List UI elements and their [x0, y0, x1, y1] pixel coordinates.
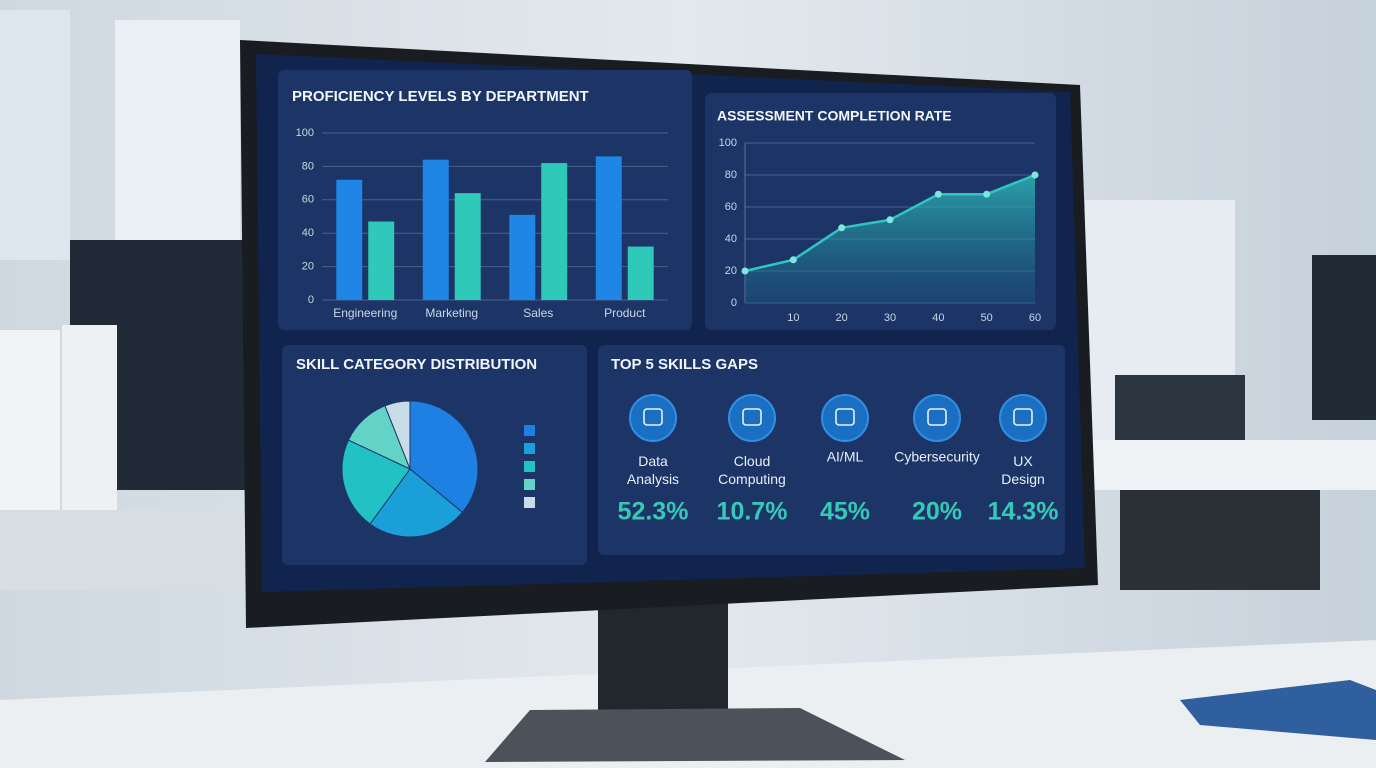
y-tick-label: 0: [731, 297, 737, 309]
skill-icon: [999, 394, 1047, 442]
point: [934, 190, 942, 198]
x-tick-label: 20: [836, 312, 848, 324]
skill-label: Data Analysis: [627, 453, 679, 487]
point: [789, 256, 797, 264]
bar: [336, 179, 363, 300]
skill-icon-glyph: [742, 408, 762, 426]
x-tick-label: Engineering: [333, 306, 397, 320]
legend-swatch: [524, 479, 535, 490]
point: [1031, 171, 1039, 179]
y-tick-label: 20: [302, 261, 314, 273]
skill-icon: [629, 394, 677, 442]
background-monitor: [1312, 255, 1376, 420]
bar: [541, 163, 568, 300]
panel-title: TOP 5 SKILLS GAPS: [611, 356, 758, 373]
y-tick-label: 60: [302, 194, 314, 206]
bar: [627, 246, 654, 300]
skill-icon-glyph: [643, 408, 663, 426]
monitor-base: [485, 708, 905, 762]
bar: [509, 214, 536, 300]
skills-gaps: Data Analysis 52.3% Cloud Computing 10.7% AI/M…: [618, 394, 1059, 526]
skill-label: Cybersecurity: [894, 449, 980, 465]
skill-value: 45%: [820, 498, 870, 526]
poster: [0, 10, 70, 260]
chart-title: SKILL CATEGORY DISTRIBUTION: [296, 356, 537, 373]
skill-label: Cloud Computing: [718, 453, 786, 487]
y-tick-label: 0: [308, 294, 314, 306]
y-tick-label: 80: [725, 169, 737, 181]
area: [745, 175, 1035, 303]
y-tick-label: 40: [302, 227, 314, 239]
chair: [1120, 490, 1320, 590]
skill-value: 14.3%: [988, 498, 1059, 526]
notebook: [1180, 680, 1376, 740]
chart-title: ASSESSMENT COMPLETION RATE: [717, 108, 952, 124]
point: [983, 190, 991, 198]
desk: [0, 510, 250, 590]
y-tick-label: 100: [296, 127, 314, 139]
x-tick-label: 10: [787, 312, 799, 324]
x-tick-label: Product: [604, 306, 646, 320]
legend-swatch: [524, 497, 535, 508]
poster: [115, 20, 240, 250]
skill-icon-glyph: [1013, 408, 1033, 426]
skill-value: 20%: [912, 498, 962, 526]
legend-swatch: [524, 461, 535, 472]
x-tick-label: 60: [1029, 312, 1041, 324]
skill-icon: [913, 394, 961, 442]
background-monitor: [1115, 375, 1245, 440]
bar: [595, 156, 622, 300]
y-tick-label: 80: [302, 160, 314, 172]
skill-value: 10.7%: [717, 498, 788, 526]
x-tick-label: 30: [884, 312, 896, 324]
x-tick-label: Marketing: [425, 306, 478, 320]
bar: [454, 193, 481, 300]
x-tick-label: 50: [981, 312, 993, 324]
skill-icon-glyph: [835, 408, 855, 426]
skill-icon: [728, 394, 776, 442]
desk: [1090, 440, 1376, 490]
skill-icon-glyph: [927, 408, 947, 426]
skill-label: UX Design: [1001, 453, 1045, 487]
chart-title: PROFICIENCY LEVELS BY DEPARTMENT: [292, 88, 589, 105]
bar: [368, 221, 395, 300]
pie-slice: [369, 468, 464, 538]
point: [886, 216, 894, 224]
legend-swatch: [524, 443, 535, 454]
skill-icon: [821, 394, 869, 442]
skill-value: 52.3%: [618, 498, 689, 526]
y-tick-label: 20: [725, 265, 737, 277]
x-tick-label: 40: [932, 312, 944, 324]
y-tick-label: 60: [725, 201, 737, 213]
pie-slice: [409, 400, 479, 514]
y-tick-label: 40: [725, 233, 737, 245]
binder: [0, 330, 60, 530]
pie-slice: [384, 400, 411, 470]
legend-swatch: [524, 425, 535, 436]
x-tick-label: Sales: [523, 306, 553, 320]
point: [741, 267, 749, 275]
y-tick-label: 100: [719, 137, 737, 149]
bar: [422, 159, 449, 300]
skill-label: AI/ML: [827, 449, 864, 465]
binder: [62, 325, 117, 530]
point: [838, 224, 846, 232]
